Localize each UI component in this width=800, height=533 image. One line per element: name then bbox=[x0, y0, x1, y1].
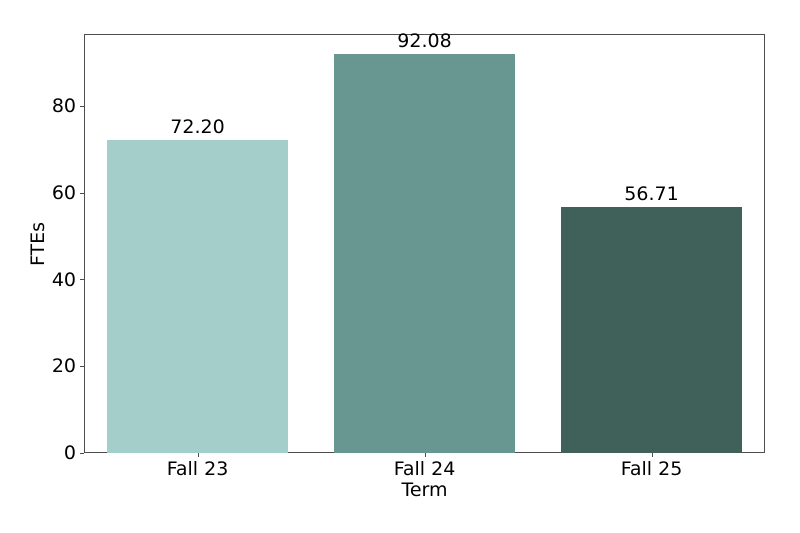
x-tick-label: Fall 25 bbox=[620, 458, 683, 480]
y-tick bbox=[80, 365, 84, 367]
y-tick bbox=[80, 452, 84, 454]
bar bbox=[106, 140, 289, 453]
y-tick-label: 80 bbox=[51, 95, 76, 118]
x-tick bbox=[651, 453, 653, 457]
bar bbox=[560, 207, 743, 453]
y-tick-label: 20 bbox=[51, 355, 76, 378]
x-tick-label: Fall 23 bbox=[166, 458, 229, 480]
x-tick bbox=[424, 453, 426, 457]
x-tick bbox=[197, 453, 199, 457]
y-tick bbox=[80, 279, 84, 281]
bar-value-label: 72.20 bbox=[170, 116, 225, 139]
y-axis-label: FTEs bbox=[27, 221, 49, 267]
y-tick bbox=[80, 192, 84, 194]
x-tick-label: Fall 24 bbox=[393, 458, 456, 480]
bar-value-label: 92.08 bbox=[397, 30, 452, 53]
y-tick-label: 60 bbox=[51, 182, 76, 205]
y-tick-label: 40 bbox=[51, 268, 76, 291]
x-axis-label: Term bbox=[401, 479, 448, 501]
bar bbox=[333, 54, 516, 453]
y-tick-label: 0 bbox=[63, 442, 76, 464]
bar-value-label: 56.71 bbox=[624, 183, 679, 206]
y-tick bbox=[80, 105, 84, 107]
